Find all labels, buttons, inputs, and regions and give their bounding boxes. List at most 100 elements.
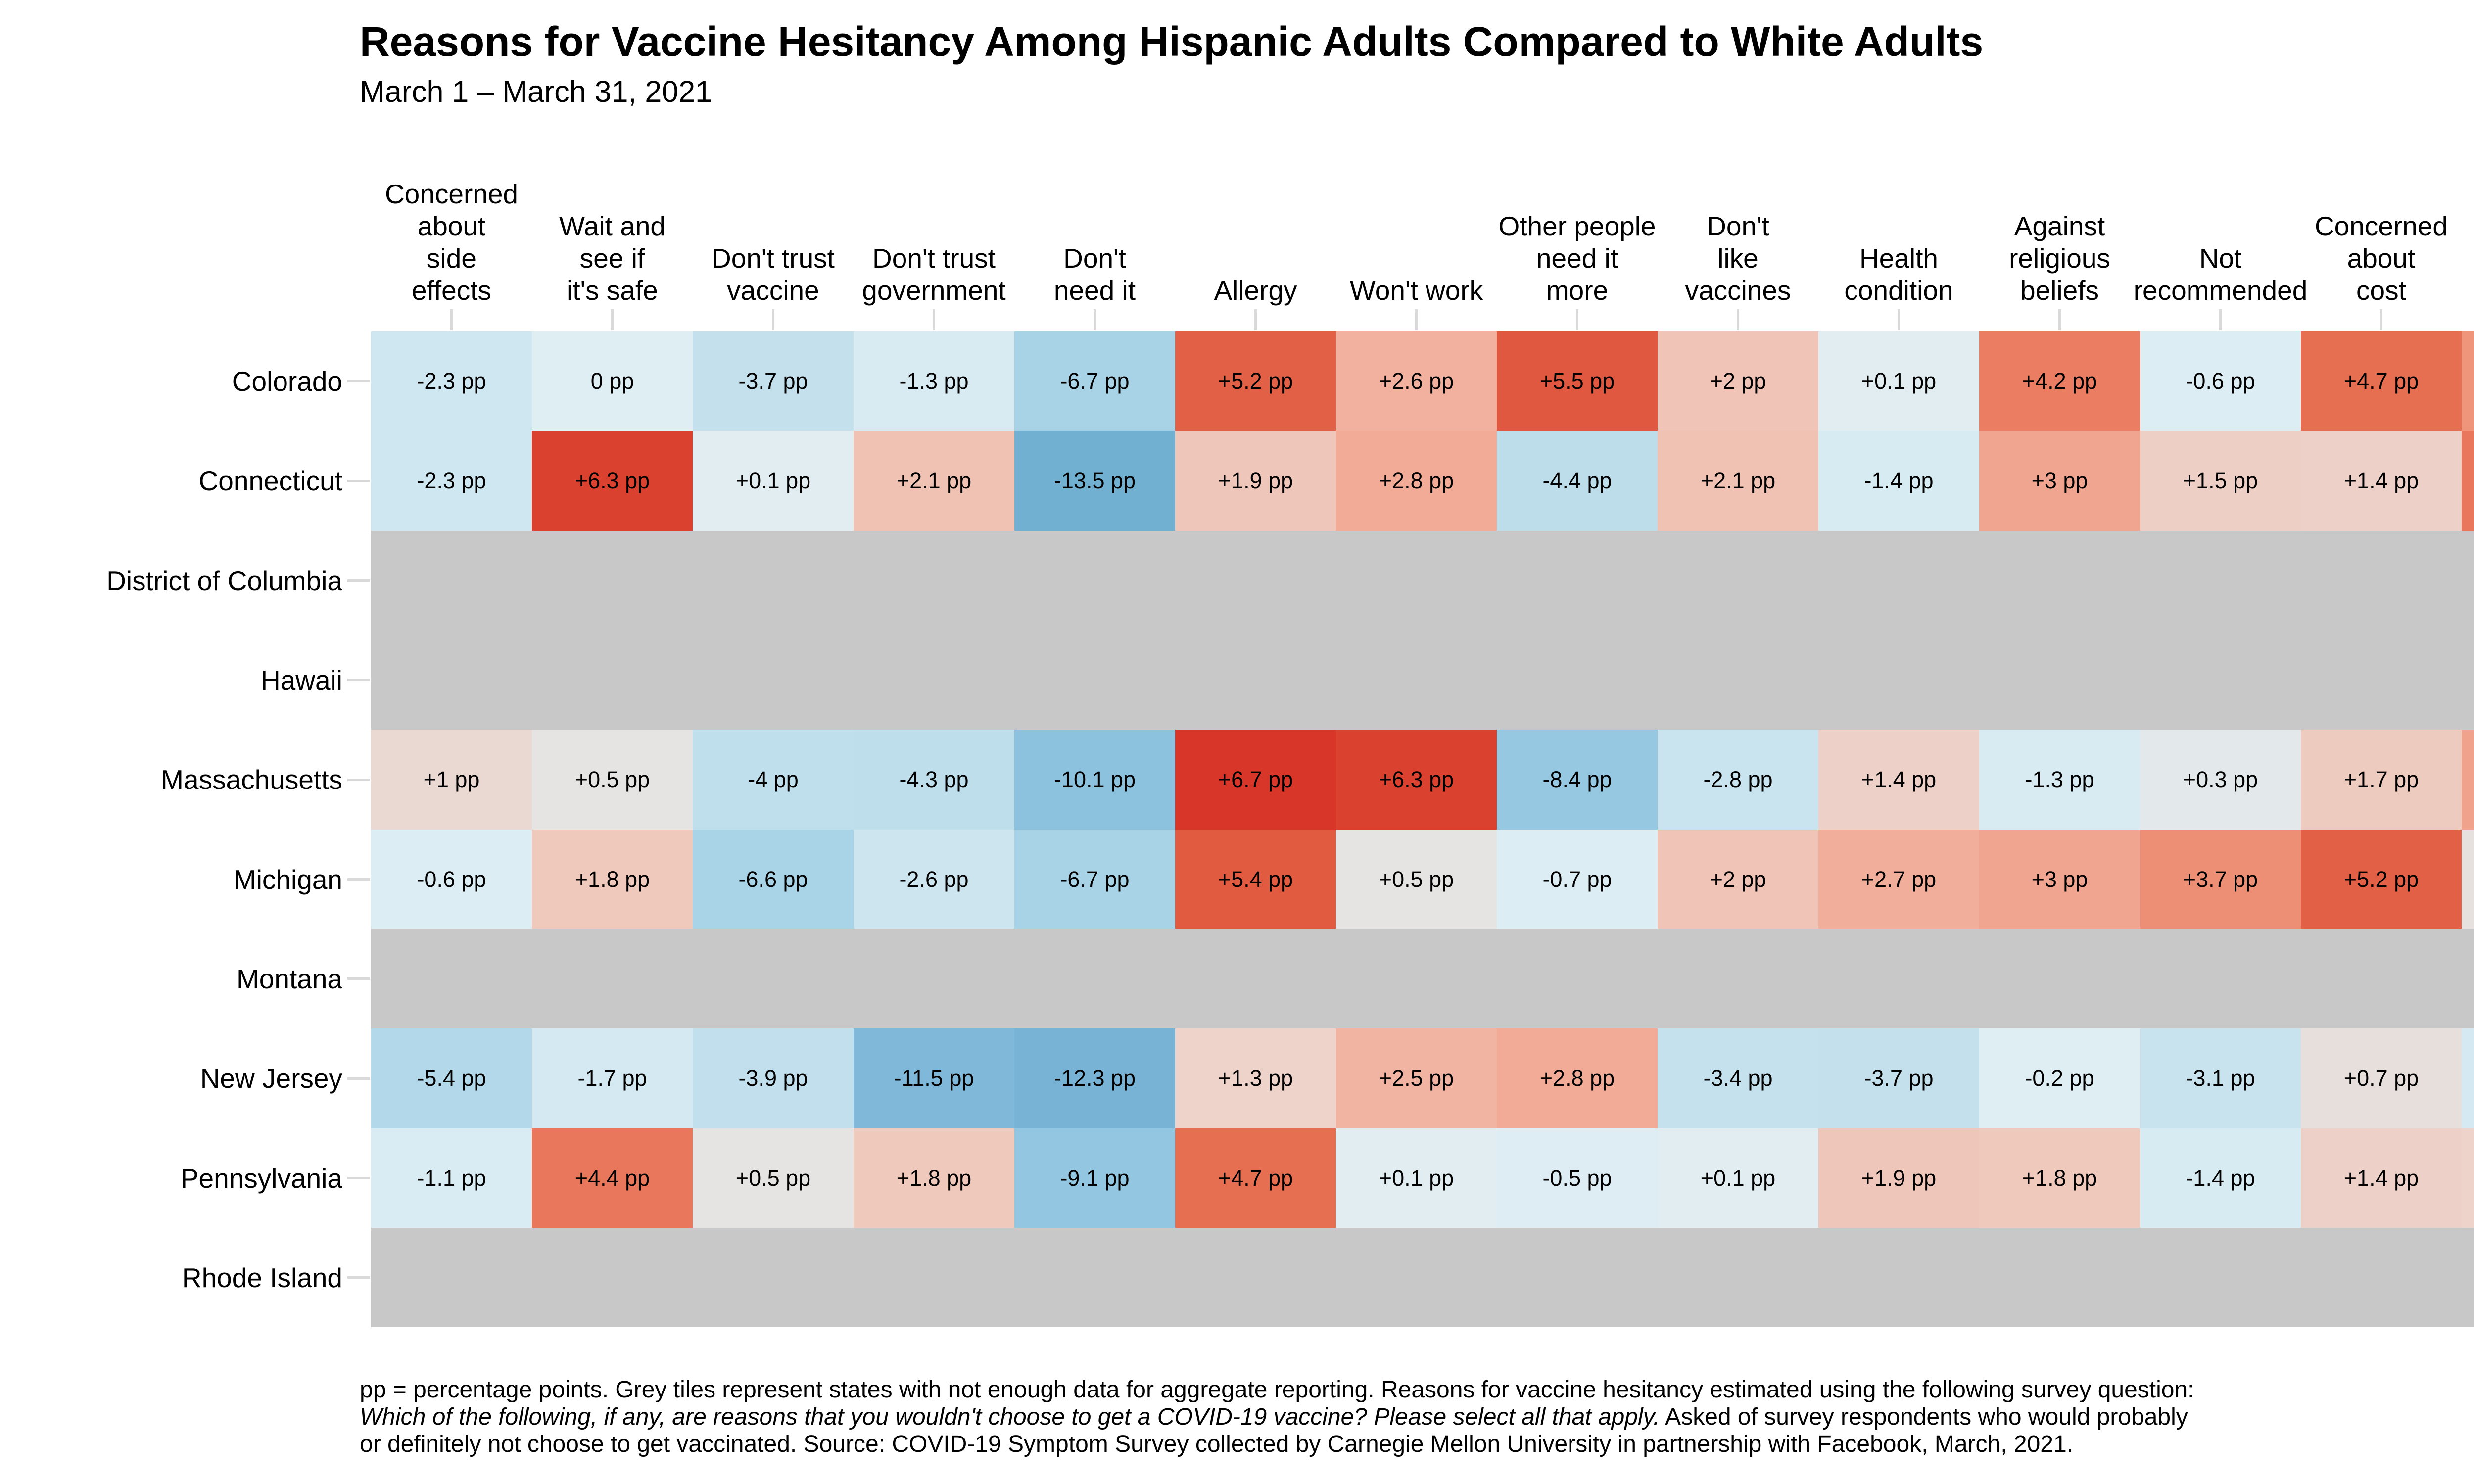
- no-data-row: [371, 929, 2474, 1028]
- heatmap-cell: +1.9 pp: [1818, 1128, 1979, 1228]
- row-label-massachusetts: Massachusetts: [161, 764, 342, 795]
- heatmap-cell: +5.2 pp: [1175, 331, 1336, 431]
- column-tick: [1737, 309, 1739, 330]
- heatmap-cell: -0.7 pp: [1497, 830, 1658, 929]
- column-header-against-religious-beliefs: Against religious beliefs: [2009, 211, 2110, 306]
- no-data-row: [371, 630, 2474, 730]
- footnote-line-1: pp = percentage points. Grey tiles repre…: [360, 1377, 2194, 1403]
- heatmap-cell: -0.6 pp: [2140, 331, 2301, 431]
- heatmap-cell: -6.7 pp: [1014, 830, 1175, 929]
- heatmap-cell: +0.1 pp: [693, 431, 854, 531]
- column-header-other-people-need-it-more: Other people need it more: [1498, 211, 1656, 306]
- heatmap-cell: -4.4 pp: [1497, 431, 1658, 531]
- heatmap-cell: -0.2 pp: [1979, 1028, 2140, 1128]
- column-tick: [2219, 309, 2222, 330]
- footnote-survey-question: Which of the following, if any, are reas…: [360, 1404, 1660, 1430]
- heatmap-cell: +6.3 pp: [1336, 730, 1497, 830]
- heatmap-cell: -6.7 pp: [1014, 331, 1175, 431]
- row-label-district-of-columbia: District of Columbia: [106, 565, 342, 596]
- footnote-line-2: Which of the following, if any, are reas…: [360, 1404, 2188, 1430]
- heatmap-cell: +0.1 pp: [1818, 331, 1979, 431]
- heatmap-cell: +0.5 pp: [1336, 830, 1497, 929]
- heatmap-cell: +5.4 pp: [1175, 830, 1336, 929]
- heatmap-cell: +2.8 pp: [1336, 431, 1497, 531]
- column-tick: [1094, 309, 1096, 330]
- heatmap-cell: +0.5 pp: [532, 730, 693, 830]
- column-tick: [1254, 309, 1257, 330]
- heatmap-cell: +6.3 pp: [532, 431, 693, 531]
- column-header-don-t-need-it: Don't need it: [1053, 243, 1136, 306]
- heatmap-cell: -8.4 pp: [1497, 730, 1658, 830]
- heatmap-cell: +0.5 pp: [693, 1128, 854, 1228]
- heatmap-cell: -4 pp: [693, 730, 854, 830]
- heatmap-cell: +0.1 pp: [1658, 1128, 1818, 1228]
- row-label-colorado: Colorado: [232, 366, 342, 397]
- row-tick-left: [347, 977, 370, 980]
- heatmap-cell: +1.8 pp: [854, 1128, 1014, 1228]
- row-tick-left: [347, 679, 370, 681]
- column-header-wait-and-see-if-it-s-safe: Wait and see if it's safe: [559, 211, 666, 306]
- heatmap-cell: +2 pp: [1658, 331, 1818, 431]
- heatmap-cell: +5.5 pp: [1497, 331, 1658, 431]
- heatmap-cell: -1.3 pp: [1979, 730, 2140, 830]
- heatmap-cell: +4.7 pp: [2301, 331, 2462, 431]
- heatmap-cell: 0 pp: [532, 331, 693, 431]
- row-tick-left: [347, 579, 370, 582]
- heatmap-cell: +1.4 pp: [2301, 431, 2462, 531]
- heatmap-cell: +2.6 pp: [1336, 331, 1497, 431]
- row-tick-left: [347, 480, 370, 482]
- heatmap-cell: +1.3 pp: [1175, 1028, 1336, 1128]
- column-header-not-recommended: Not recommended: [2133, 243, 2308, 306]
- column-tick: [1576, 309, 1578, 330]
- heatmap-cell: +0.6 pp: [2462, 830, 2474, 929]
- column-header-allergy: Allergy: [1214, 275, 1297, 306]
- heatmap-cell: -1.3 pp: [854, 331, 1014, 431]
- heatmap-cell: -0.6 pp: [371, 830, 532, 929]
- heatmap-cell: +3 pp: [1979, 431, 2140, 531]
- heatmap-cell: -1.4 pp: [2140, 1128, 2301, 1228]
- row-tick-left: [347, 1177, 370, 1179]
- heatmap-cell: +1.4 pp: [2301, 1128, 2462, 1228]
- column-tick: [2380, 309, 2382, 330]
- row-tick-left: [347, 380, 370, 382]
- heatmap-cell: +1.7 pp: [2301, 730, 2462, 830]
- column-header-health-condition: Health condition: [1844, 243, 1953, 306]
- row-label-rhode-island: Rhode Island: [182, 1262, 342, 1293]
- column-header-don-t-trust-government: Don't trust government: [862, 243, 1006, 306]
- column-tick: [772, 309, 774, 330]
- column-tick: [1898, 309, 1900, 330]
- column-header-don-t-trust-vaccine: Don't trust vaccine: [712, 243, 835, 306]
- row-label-connecticut: Connecticut: [198, 465, 342, 496]
- row-tick-left: [347, 779, 370, 781]
- heatmap-cell: -9.1 pp: [1014, 1128, 1175, 1228]
- heatmap-cell: -3.1 pp: [2140, 1028, 2301, 1128]
- heatmap-cell: -11.5 pp: [854, 1028, 1014, 1128]
- heatmap-cell: -3.7 pp: [693, 331, 854, 431]
- heatmap-cell: -2.6 pp: [854, 830, 1014, 929]
- heatmap-cell: +1.3 pp: [2462, 1128, 2474, 1228]
- no-data-row: [371, 531, 2474, 630]
- heatmap-cell: -10.1 pp: [1014, 730, 1175, 830]
- heatmap-cell: +1.4 pp: [1818, 730, 1979, 830]
- heatmap-cell: -4.3 pp: [854, 730, 1014, 830]
- heatmap-cell: +2 pp: [1658, 830, 1818, 929]
- heatmap-cell: +6.7 pp: [1175, 730, 1336, 830]
- heatmap-cell: +1 pp: [371, 730, 532, 830]
- column-tick: [2058, 309, 2061, 330]
- column-header-concerned-about-side-effects: Concerned about side effects: [384, 179, 519, 306]
- row-label-hawaii: Hawaii: [260, 664, 342, 696]
- heatmap-cell: -12.3 pp: [1014, 1028, 1175, 1128]
- heatmap-cell: +5.2 pp: [2301, 830, 2462, 929]
- row-tick-left: [347, 878, 370, 881]
- row-label-pennsylvania: Pennsylvania: [180, 1162, 342, 1194]
- heatmap-cell: +2.8 pp: [1497, 1028, 1658, 1128]
- heatmap-cell: -3.7 pp: [1818, 1028, 1979, 1128]
- heatmap-cell: +2.7 pp: [1818, 830, 1979, 929]
- heatmap-cell: -3.4 pp: [1658, 1028, 1818, 1128]
- row-label-michigan: Michigan: [233, 864, 342, 895]
- heatmap-cell: +0.3 pp: [2140, 730, 2301, 830]
- column-header-pregnancy: Pregnancy: [2462, 135, 2474, 307]
- heatmap-cell: +0.1 pp: [1336, 1128, 1497, 1228]
- heatmap-cell: +1.5 pp: [2140, 431, 2301, 531]
- column-tick: [611, 309, 614, 330]
